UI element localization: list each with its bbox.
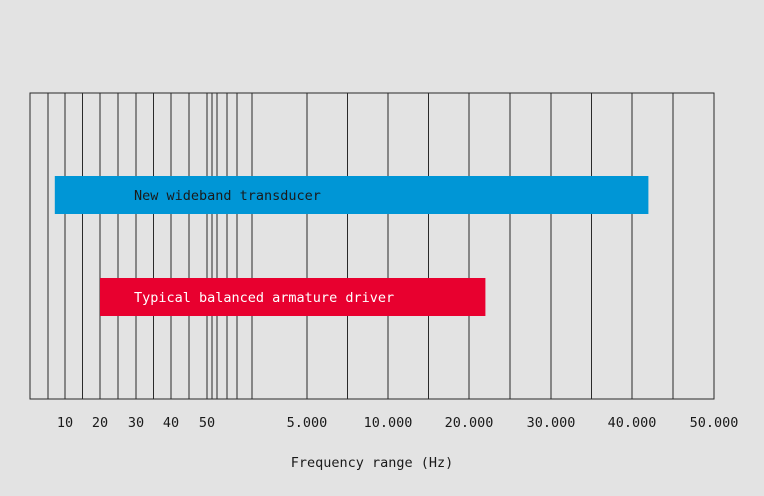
bar-1 xyxy=(54,176,649,214)
x-axis-title: Frequency range (Hz) xyxy=(291,455,454,471)
plot-frame xyxy=(29,92,715,400)
x-tick-label: 40 xyxy=(163,415,179,431)
grid xyxy=(29,92,715,400)
x-tick-label: 10 xyxy=(57,415,73,431)
x-tick-label: 5.000 xyxy=(287,415,328,431)
x-tick-label: 20.000 xyxy=(445,415,494,431)
x-tick-label: 30.000 xyxy=(527,415,576,431)
x-tick-label: 20 xyxy=(92,415,108,431)
x-tick-label: 50 xyxy=(199,415,215,431)
x-tick-label: 50.000 xyxy=(690,415,739,431)
bar-2 xyxy=(100,278,486,316)
x-tick-label: 10.000 xyxy=(364,415,413,431)
bar-label-1: New wideband transducer xyxy=(134,188,321,204)
x-tick-labels: 10 20 30 40 50 5.000 10.000 20.000 30.000 40.000 5… xyxy=(57,415,739,431)
bars: New wideband transducer Typical balanced … xyxy=(54,176,649,316)
x-tick-label: 30 xyxy=(128,415,144,431)
bar-label-2: Typical balanced armature driver xyxy=(134,290,394,306)
x-tick-label: 40.000 xyxy=(608,415,657,431)
